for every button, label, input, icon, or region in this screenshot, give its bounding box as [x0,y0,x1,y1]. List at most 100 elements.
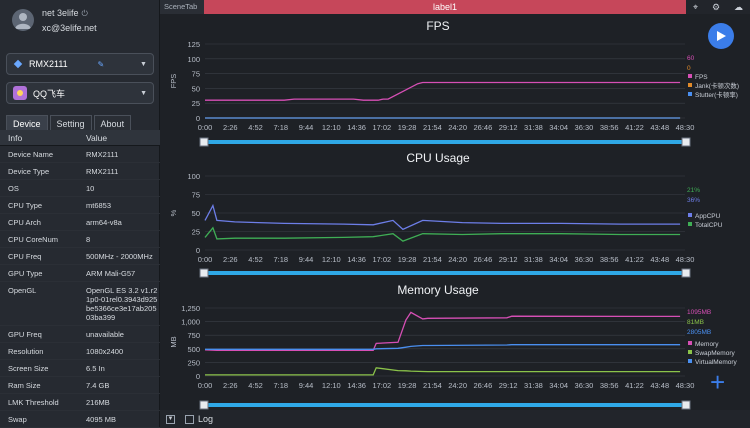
x-tick-label: 7:18 [273,123,288,132]
x-tick-label: 14:36 [347,381,366,390]
x-tick-label: 41:22 [625,123,644,132]
add-button[interactable]: + [710,367,726,397]
time-slider [202,403,688,407]
info-key: GPU Freq [8,330,42,339]
info-value: unavailable [86,330,124,339]
x-tick-label: 14:36 [347,255,366,264]
x-tick-label: 36:30 [575,123,594,132]
log-checkbox[interactable] [185,414,194,424]
avatar[interactable] [12,9,34,31]
legend-label: Memory [695,341,719,348]
legend-swatch [688,74,692,78]
x-tick-label: 17:02 [372,255,391,264]
x-tick-label: 12:10 [322,123,341,132]
info-key: GPU Type [8,269,43,278]
info-key: CPU CoreNum [8,235,59,244]
x-tick-label: 41:22 [625,255,644,264]
y-axis-label: MB [169,336,178,347]
x-tick-label: 43:48 [650,381,669,390]
info-value: 8 [86,235,91,244]
x-tick-label: 21:54 [423,255,442,264]
settings-icon[interactable]: ⚙ [711,1,721,12]
device-select-value: RMX2111 [29,59,68,69]
info-value: arm64-v8a [86,218,122,227]
x-tick-label: 2:26 [223,123,238,132]
series-line [205,344,681,350]
edit-icon[interactable]: ✎ [97,59,105,69]
scene-tab[interactable]: SceneTab [160,0,204,14]
info-value: RMX2111 [86,167,119,176]
slider-handle-right [681,268,691,278]
time-slider [202,140,688,144]
location-icon[interactable]: ⌖ [692,1,699,12]
x-tick-label: 38:56 [600,255,619,264]
x-tick-label: 4:52 [248,123,263,132]
x-tick-label: 19:28 [398,123,417,132]
top-icons: ⌖ ⚙ ☁ [686,0,750,14]
app-select[interactable]: QQ飞车 ▼ [6,82,154,104]
legend-label: TotalCPU [695,222,723,229]
device-info-table: Info Value Device Name RMX2111 Device Type… [0,130,160,428]
x-tick-label: 38:56 [600,123,619,132]
tab-setting[interactable]: Setting [49,115,92,132]
slider-handle-left [199,268,209,278]
series-line [204,311,681,352]
y-axis-label: % [169,209,178,216]
legend-swatch [688,350,692,354]
x-tick-label: 0:00 [198,381,213,390]
play-button[interactable] [708,23,734,49]
legend-swatch [688,359,692,363]
current-value: 36% [687,197,700,204]
info-value: 4095 MB [86,415,117,424]
legend-swatch [688,213,692,217]
x-tick-label: 43:48 [650,123,669,132]
y-tick-label: 1,250 [181,304,200,313]
table-row: OpenGL OpenGL ES 3.2 v1.r21p0-01rel0.3943… [0,282,160,326]
charts-svg: FPS FPS 0 25 50 75 100 125 0:00 2:26 4:52 7:18 9:44 1… [169,19,739,410]
x-tick-label: 4:52 [248,255,263,264]
info-value: 6.5 In [86,364,105,373]
time-slider [202,271,688,275]
x-tick-label: 0:00 [198,255,213,264]
y-tick-label: 750 [187,331,200,340]
x-tick-label: 7:18 [273,381,288,390]
power-icon[interactable]: ⏻ [81,8,88,18]
x-tick-label: 9:44 [299,123,314,132]
table-row: CPU Freq 500MHz - 2000MHz [0,248,160,265]
x-tick-label: 9:44 [299,255,314,264]
session-label[interactable]: label1 [204,0,686,14]
info-key: OpenGL [8,286,37,295]
x-tick-label: 24:20 [448,123,467,132]
y-tick-label: 50 [192,84,200,93]
x-tick-label: 48:30 [676,255,695,264]
x-tick-label: 7:18 [273,255,288,264]
current-value: 1095MB [687,309,711,316]
x-tick-label: 29:12 [499,255,518,264]
legend-swatch [688,92,692,96]
x-tick-label: 24:20 [448,255,467,264]
x-tick-label: 26:46 [474,123,493,132]
info-value: mt6853 [86,201,112,210]
chart-title: CPU Usage [406,151,470,165]
series-line [205,367,681,376]
x-tick-label: 19:28 [398,381,417,390]
charts-area: FPS FPS 0 25 50 75 100 125 0:00 2:26 4:52 7:18 9:44 1… [160,14,750,413]
bottom-bar: ▼ Log [160,410,750,428]
tab-device[interactable]: Device [6,115,48,132]
y-tick-label: 125 [187,40,200,49]
column-header-value: Value [86,132,108,143]
y-tick-label: 1,000 [181,318,200,327]
x-tick-label: 21:54 [423,123,442,132]
tab-about[interactable]: About [93,115,132,132]
slider-handle-right [681,400,691,410]
y-tick-label: 250 [187,358,200,367]
x-tick-label: 36:30 [575,381,594,390]
x-tick-label: 48:30 [676,381,695,390]
collapse-button[interactable]: ▼ [166,414,175,424]
cloud-icon[interactable]: ☁ [734,1,743,12]
x-tick-label: 12:10 [322,255,341,264]
info-key: Swap [8,415,27,424]
table-row: Device Type RMX2111 [0,163,160,180]
device-select[interactable]: RMX2111 ✎ ▼ [6,53,154,75]
legend-label: SwapMemory [695,350,735,357]
